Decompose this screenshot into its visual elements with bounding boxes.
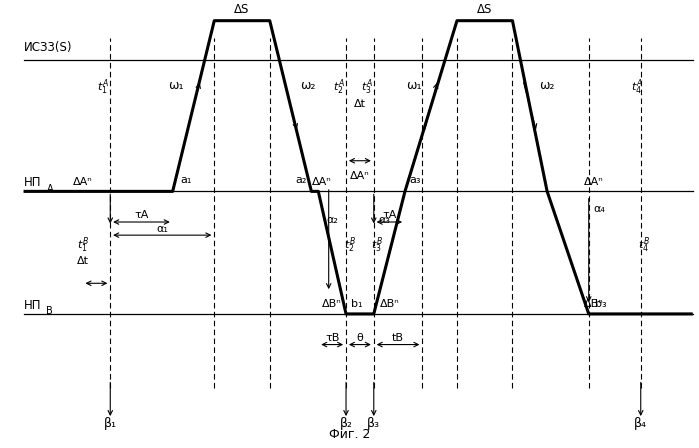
Text: ΔAⁿ: ΔAⁿ bbox=[584, 177, 604, 187]
Text: θ: θ bbox=[356, 333, 363, 343]
Text: $t_1^B$: $t_1^B$ bbox=[76, 235, 89, 254]
Text: α₃: α₃ bbox=[378, 215, 390, 225]
Text: α₂: α₂ bbox=[326, 215, 338, 225]
Text: ω₁: ω₁ bbox=[406, 78, 421, 91]
Text: $t_1^A$: $t_1^A$ bbox=[97, 78, 109, 97]
Text: ИСЗ3(S): ИСЗ3(S) bbox=[24, 40, 72, 53]
Text: $t_3^B$: $t_3^B$ bbox=[371, 235, 383, 254]
Text: ω₂: ω₂ bbox=[540, 78, 555, 91]
Text: β₂: β₂ bbox=[340, 417, 352, 430]
Text: ΔBⁿ: ΔBⁿ bbox=[322, 299, 342, 309]
Text: ΔS: ΔS bbox=[234, 3, 250, 16]
Text: $t_3^A$: $t_3^A$ bbox=[361, 78, 373, 97]
Text: ω₂: ω₂ bbox=[300, 78, 316, 91]
Text: ΔS: ΔS bbox=[477, 3, 492, 16]
Text: ΔBⁿ: ΔBⁿ bbox=[584, 299, 604, 309]
Text: НП: НП bbox=[24, 176, 41, 189]
Text: τА: τА bbox=[382, 211, 396, 220]
Text: b₁: b₁ bbox=[351, 299, 362, 309]
Text: α₁: α₁ bbox=[157, 224, 168, 233]
Text: В: В bbox=[46, 306, 53, 316]
Text: β₁: β₁ bbox=[103, 417, 117, 430]
Text: А: А bbox=[46, 184, 53, 194]
Text: ΔAⁿ: ΔAⁿ bbox=[350, 171, 370, 181]
Text: $t_2^A$: $t_2^A$ bbox=[333, 78, 345, 97]
Text: β₃: β₃ bbox=[367, 417, 380, 430]
Text: α₄: α₄ bbox=[593, 204, 605, 214]
Text: a₃: a₃ bbox=[410, 176, 421, 185]
Text: a₁: a₁ bbox=[181, 176, 192, 185]
Text: НП: НП bbox=[24, 299, 41, 312]
Text: Δt: Δt bbox=[354, 99, 366, 109]
Text: β₄: β₄ bbox=[634, 417, 647, 430]
Text: ω₁: ω₁ bbox=[168, 78, 184, 91]
Text: Фиг. 2: Фиг. 2 bbox=[329, 428, 370, 441]
Text: a₂: a₂ bbox=[295, 176, 307, 185]
Text: ΔAⁿ: ΔAⁿ bbox=[73, 177, 92, 187]
Text: tВ: tВ bbox=[392, 333, 404, 343]
Text: $t_4^A$: $t_4^A$ bbox=[631, 78, 643, 97]
Text: τА: τА bbox=[134, 211, 149, 220]
Text: $t_2^B$: $t_2^B$ bbox=[343, 235, 356, 254]
Text: ΔBⁿ: ΔBⁿ bbox=[380, 299, 399, 309]
Text: b₃: b₃ bbox=[596, 299, 607, 309]
Text: $t_4^B$: $t_4^B$ bbox=[638, 235, 650, 254]
Text: ΔAⁿ: ΔAⁿ bbox=[312, 177, 331, 187]
Text: Δt: Δt bbox=[76, 256, 89, 267]
Text: τВ: τВ bbox=[325, 333, 339, 343]
